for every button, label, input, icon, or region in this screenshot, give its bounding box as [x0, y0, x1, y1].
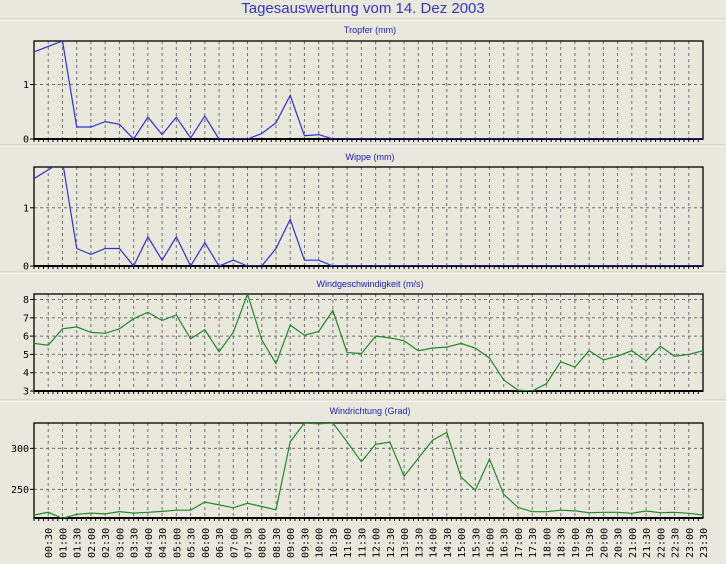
x-tick-label: 21:30 — [642, 528, 653, 558]
x-tick-label: 19:30 — [585, 528, 596, 558]
x-tick-label: 21:00 — [628, 528, 639, 558]
x-tick-label: 00:30 — [44, 528, 55, 558]
chart-panel-1: Wippe (mm) 0 1 — [0, 152, 726, 274]
series-line — [34, 294, 703, 391]
x-tick-label: 13:00 — [400, 528, 411, 558]
x-tick-label: 02:00 — [87, 528, 98, 558]
y-tick-label: 0 — [23, 135, 29, 146]
x-tick-label: 22:30 — [671, 528, 682, 558]
x-tick-label: 11:30 — [357, 528, 368, 558]
x-tick-label: 04:00 — [144, 528, 155, 558]
x-tick-label: 12:00 — [372, 528, 383, 558]
x-tick-label: 23:00 — [685, 528, 696, 558]
y-tick-label: 6 — [23, 332, 29, 343]
plot-frame — [33, 422, 704, 519]
plot-frame — [33, 40, 704, 140]
y-tick-label: 8 — [23, 295, 29, 306]
x-tick-label: 17:30 — [528, 528, 539, 558]
series-line — [34, 41, 703, 139]
x-tick-label: 06:30 — [215, 528, 226, 558]
x-tick-label: 10:30 — [329, 528, 340, 558]
x-tick-label: 04:30 — [158, 528, 169, 558]
x-tick-label: 01:00 — [58, 528, 69, 558]
x-tick-label: 07:00 — [229, 528, 240, 558]
x-tick-label: 16:30 — [500, 528, 511, 558]
x-tick-label: 15:30 — [471, 528, 482, 558]
x-tick-label: 15:00 — [457, 528, 468, 558]
x-tick-label: 18:00 — [542, 528, 553, 558]
chart-title: Windgeschwindigkeit (m/s) — [316, 279, 423, 289]
y-tick-label: 1 — [23, 80, 29, 91]
y-tick-label: 4 — [23, 368, 29, 379]
chart-title: Tropfer (mm) — [344, 25, 396, 35]
x-tick-label: 05:00 — [172, 528, 183, 558]
x-tick-label: 03:30 — [130, 528, 141, 558]
y-tick-label: 300 — [11, 444, 29, 455]
x-tick-label: 09:30 — [300, 528, 311, 558]
x-tick-label: 09:00 — [286, 528, 297, 558]
y-tick-label: 0 — [23, 262, 29, 273]
x-tick-label: 10:00 — [315, 528, 326, 558]
y-tick-label: 5 — [23, 350, 29, 361]
chart-title: Wippe (mm) — [346, 152, 395, 162]
x-tick-label: 12:30 — [386, 528, 397, 558]
x-tick-label: 11:00 — [343, 528, 354, 558]
y-tick-label: 250 — [11, 485, 29, 496]
x-tick-label: 13:30 — [414, 528, 425, 558]
chart-title: Windrichtung (Grad) — [329, 406, 410, 416]
x-tick-label: 08:00 — [258, 528, 269, 558]
x-tick-label: 22:00 — [656, 528, 667, 558]
x-tick-label: 20:00 — [599, 528, 610, 558]
x-tick-label: 14:00 — [429, 528, 440, 558]
x-tick-label: 23:30 — [699, 528, 710, 558]
main-title: Tagesauswertung vom 14. Dez 2003 — [241, 0, 485, 17]
y-tick-label: 3 — [23, 387, 29, 398]
x-tick-label: 17:00 — [514, 528, 525, 558]
x-tick-label: 16:00 — [485, 528, 496, 558]
x-tick-label: 06:00 — [201, 528, 212, 558]
x-tick-label: 18:30 — [557, 528, 568, 558]
x-tick-label: 19:00 — [571, 528, 582, 558]
x-tick-label: 07:30 — [244, 528, 255, 558]
chart-panel-0: Tropfer (mm) 0 1 — [0, 25, 726, 147]
chart-panel-3: Windrichtung (Grad) 250 300 — [11, 406, 704, 521]
x-tick-label: 03:00 — [115, 528, 126, 558]
x-tick-label: 20:30 — [614, 528, 625, 558]
x-tick-label: 05:30 — [187, 528, 198, 558]
x-tick-label: 08:30 — [272, 528, 283, 558]
plot-frame — [33, 166, 704, 267]
y-tick-label: 1 — [23, 203, 29, 214]
x-tick-label: 01:30 — [73, 528, 84, 558]
series-line — [34, 423, 703, 518]
x-tick-label: 02:30 — [101, 528, 112, 558]
plot-frame — [33, 293, 704, 392]
y-tick-label: 7 — [23, 313, 29, 324]
series-line — [34, 167, 703, 266]
chart-panel-2: Windgeschwindigkeit (m/s) 3 4 5 6 7 8 — [0, 279, 726, 402]
x-tick-label: 14:30 — [443, 528, 454, 558]
